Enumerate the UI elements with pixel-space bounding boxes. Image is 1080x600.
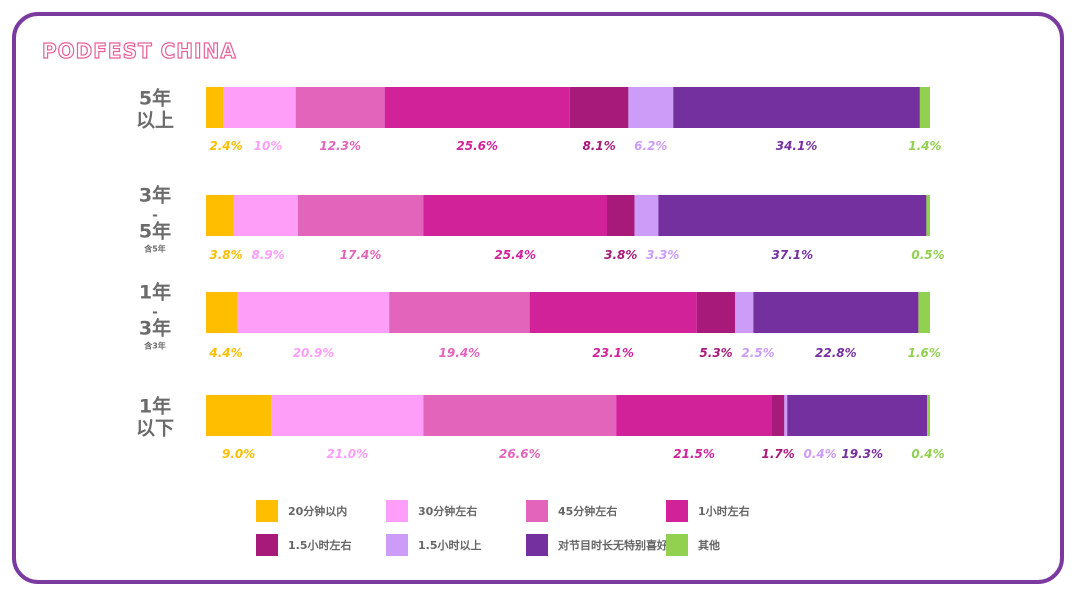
legend-swatch — [526, 534, 548, 556]
legend-label: 1小时左右 — [698, 504, 750, 518]
legend-swatch — [386, 500, 408, 522]
legend-label: 其他 — [698, 538, 720, 552]
bar-segment — [223, 87, 296, 128]
data-label: 2.4% — [209, 139, 242, 153]
bar-segment — [918, 292, 930, 333]
row-label-line: 1年 — [139, 395, 171, 418]
row-label-line: 3年 — [139, 184, 171, 207]
legend-label: 1.5小时以上 — [418, 538, 482, 552]
bar-segment — [696, 292, 736, 333]
bar-segment — [658, 195, 927, 236]
legend-label: 对节目时长无特别喜好 — [558, 538, 668, 552]
data-label: 19.4% — [439, 346, 481, 360]
row-label-line: 5年 — [139, 220, 171, 243]
data-label: 19.3% — [841, 447, 883, 461]
row-label-line: 3年 — [139, 317, 171, 340]
data-label: 25.6% — [456, 139, 498, 153]
row-label-line: - — [152, 305, 158, 321]
row-label-line: - — [152, 208, 158, 224]
legend-label: 45分钟左右 — [558, 504, 617, 518]
row-label-line: 以上 — [136, 110, 174, 132]
data-label: 1.6% — [908, 346, 941, 360]
data-label: 8.9% — [251, 248, 284, 262]
bar-segment — [926, 195, 930, 236]
row-label-line: 1年 — [139, 281, 171, 304]
bar-segment — [569, 87, 629, 128]
bar-segment — [423, 195, 608, 236]
brand-logo: PODFEST CHINA — [41, 38, 237, 63]
data-label: 0.4% — [911, 447, 944, 461]
data-label: 1.7% — [762, 447, 795, 461]
bar-segment — [423, 395, 617, 436]
row-label-line: 以下 — [136, 418, 174, 440]
bar-segment — [628, 87, 674, 128]
legend-label: 1.5小时左右 — [288, 538, 352, 552]
bar-segment — [384, 87, 570, 128]
bar-segment — [919, 87, 930, 128]
bar-segment — [206, 292, 238, 333]
data-label: 22.8% — [815, 346, 857, 360]
bar-segment — [784, 395, 788, 436]
bar-segment — [389, 292, 530, 333]
data-label: 6.2% — [634, 139, 667, 153]
data-label: 34.1% — [776, 139, 818, 153]
legend-swatch — [256, 500, 278, 522]
bar-segment — [529, 292, 697, 333]
bar-segment — [233, 195, 298, 236]
data-label: 20.9% — [293, 346, 335, 360]
bar-segment — [673, 87, 920, 128]
legend-swatch — [256, 534, 278, 556]
data-label: 21.0% — [327, 447, 369, 461]
row-label-line: 5年 — [139, 87, 171, 110]
data-label: 12.3% — [319, 139, 361, 153]
data-label: 0.5% — [911, 248, 944, 262]
bar-segment — [772, 395, 785, 436]
bar-segment — [237, 292, 390, 333]
legend-label: 20分钟以内 — [288, 504, 347, 518]
bar-segment — [271, 395, 424, 436]
bar-segment — [607, 195, 635, 236]
legend-swatch — [666, 534, 688, 556]
data-label: 37.1% — [772, 248, 814, 262]
legend-swatch — [526, 500, 548, 522]
data-label: 9.0% — [222, 447, 255, 461]
bar-segment — [206, 395, 272, 436]
bar-segment — [753, 292, 919, 333]
data-label: 5.3% — [699, 346, 732, 360]
bar-segment — [927, 395, 930, 436]
bar-segment — [616, 395, 773, 436]
data-label: 3.8% — [604, 248, 637, 262]
bar-segment — [735, 292, 754, 333]
data-label: 0.4% — [804, 447, 837, 461]
legend-label: 30分钟左右 — [418, 504, 477, 518]
data-label: 3.8% — [209, 248, 242, 262]
data-label: 21.5% — [673, 447, 715, 461]
data-label: 3.3% — [646, 248, 679, 262]
bar-segment — [206, 87, 224, 128]
row-label-note: 含5年 — [144, 244, 166, 254]
bar-segment — [787, 395, 928, 436]
chart-frame — [12, 12, 1064, 584]
legend-swatch — [386, 534, 408, 556]
legend-swatch — [666, 500, 688, 522]
bar-segment — [297, 195, 424, 236]
bar-segment — [206, 195, 234, 236]
bar-segment — [295, 87, 385, 128]
data-label: 26.6% — [499, 447, 541, 461]
data-label: 10% — [254, 139, 283, 153]
data-label: 4.4% — [208, 346, 242, 360]
bar-segment — [634, 195, 659, 236]
data-label: 8.1% — [582, 139, 615, 153]
data-label: 17.4% — [340, 248, 382, 262]
data-label: 23.1% — [592, 346, 634, 360]
data-label: 25.4% — [494, 248, 536, 262]
row-label-note: 含3年 — [144, 341, 166, 351]
data-label: 1.4% — [908, 139, 941, 153]
data-label: 2.5% — [741, 346, 774, 360]
